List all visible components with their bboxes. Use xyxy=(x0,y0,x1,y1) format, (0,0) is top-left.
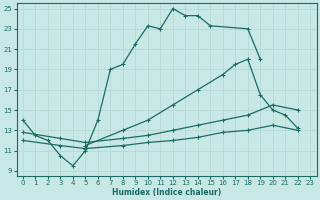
X-axis label: Humidex (Indice chaleur): Humidex (Indice chaleur) xyxy=(112,188,221,197)
